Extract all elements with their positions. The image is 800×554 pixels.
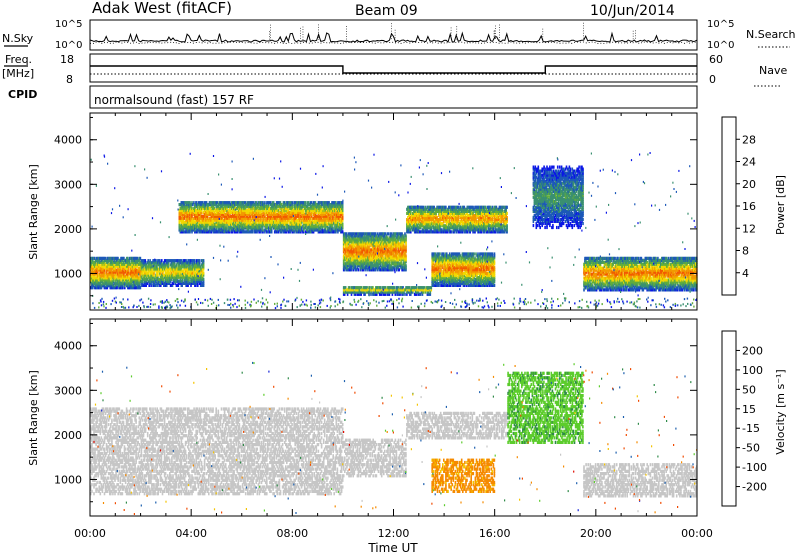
freq-panel: Freq. [MHz] 18 8 60 0 Nave xyxy=(2,53,787,86)
power-echo-cell xyxy=(203,259,205,262)
date-title: 10/Jun/2014 xyxy=(590,3,675,19)
cpid-text: normalsound (fast) 157 RF xyxy=(94,93,254,107)
nsky-series-line xyxy=(90,33,697,42)
power-echo-field xyxy=(90,152,698,309)
nsearch-tick-low: 10^0 xyxy=(707,40,734,51)
power-echo-cell xyxy=(264,201,266,204)
power-echo-cell xyxy=(305,201,307,204)
nsky-tick-high: 10^5 xyxy=(55,19,82,30)
freq-trace xyxy=(90,66,697,74)
nave-tick-low: 0 xyxy=(709,73,716,86)
power-echo-cell xyxy=(161,259,163,262)
power-echo-cell xyxy=(332,226,334,229)
cpid-label: CPID xyxy=(8,88,37,101)
power-echo-cell xyxy=(405,234,407,237)
power-echo-cell xyxy=(262,228,264,231)
power-echo-cell xyxy=(358,268,360,271)
power-echo-cell xyxy=(388,232,390,235)
nsearch-label: N.Search xyxy=(746,28,796,41)
nave-tick-high: 60 xyxy=(709,53,723,66)
beam-title: Beam 09 xyxy=(355,3,418,19)
power-echo-cell xyxy=(145,259,147,262)
power-echo-cell xyxy=(199,259,201,262)
freq-tick-low: 8 xyxy=(66,73,73,86)
site-title: Adak West (fitACF) xyxy=(92,0,232,17)
nsky-label: N.Sky xyxy=(2,32,34,45)
power-echo-cell xyxy=(203,278,205,281)
power-echo-cell xyxy=(405,264,407,267)
nsky-panel: N.Sky 10^5 10^0 10^5 10^0 N.Search xyxy=(2,19,796,51)
cpid-panel: CPID normalsound (fast) 157 RF xyxy=(8,86,697,108)
power-echo-cell xyxy=(405,254,407,257)
power-echo-cell xyxy=(398,268,400,271)
nave-label: Nave xyxy=(759,64,787,77)
freq-series-line xyxy=(90,66,697,73)
nsky-tick-low: 10^0 xyxy=(55,40,82,51)
power-echo-cell xyxy=(194,259,196,262)
rti-figure: Adak West (fitACF) Beam 09 10/Jun/2014 N… xyxy=(0,0,800,554)
nsky-trace xyxy=(90,23,697,44)
power-echo-cell xyxy=(342,223,344,226)
power-echo-cell xyxy=(291,201,293,204)
freq-label: Freq. xyxy=(5,53,32,66)
freq-tick-high: 18 xyxy=(60,53,74,66)
nsearch-tick-high: 10^5 xyxy=(707,19,734,30)
freq-unit: [MHz] xyxy=(2,67,34,80)
power-echo-cell xyxy=(203,272,205,275)
